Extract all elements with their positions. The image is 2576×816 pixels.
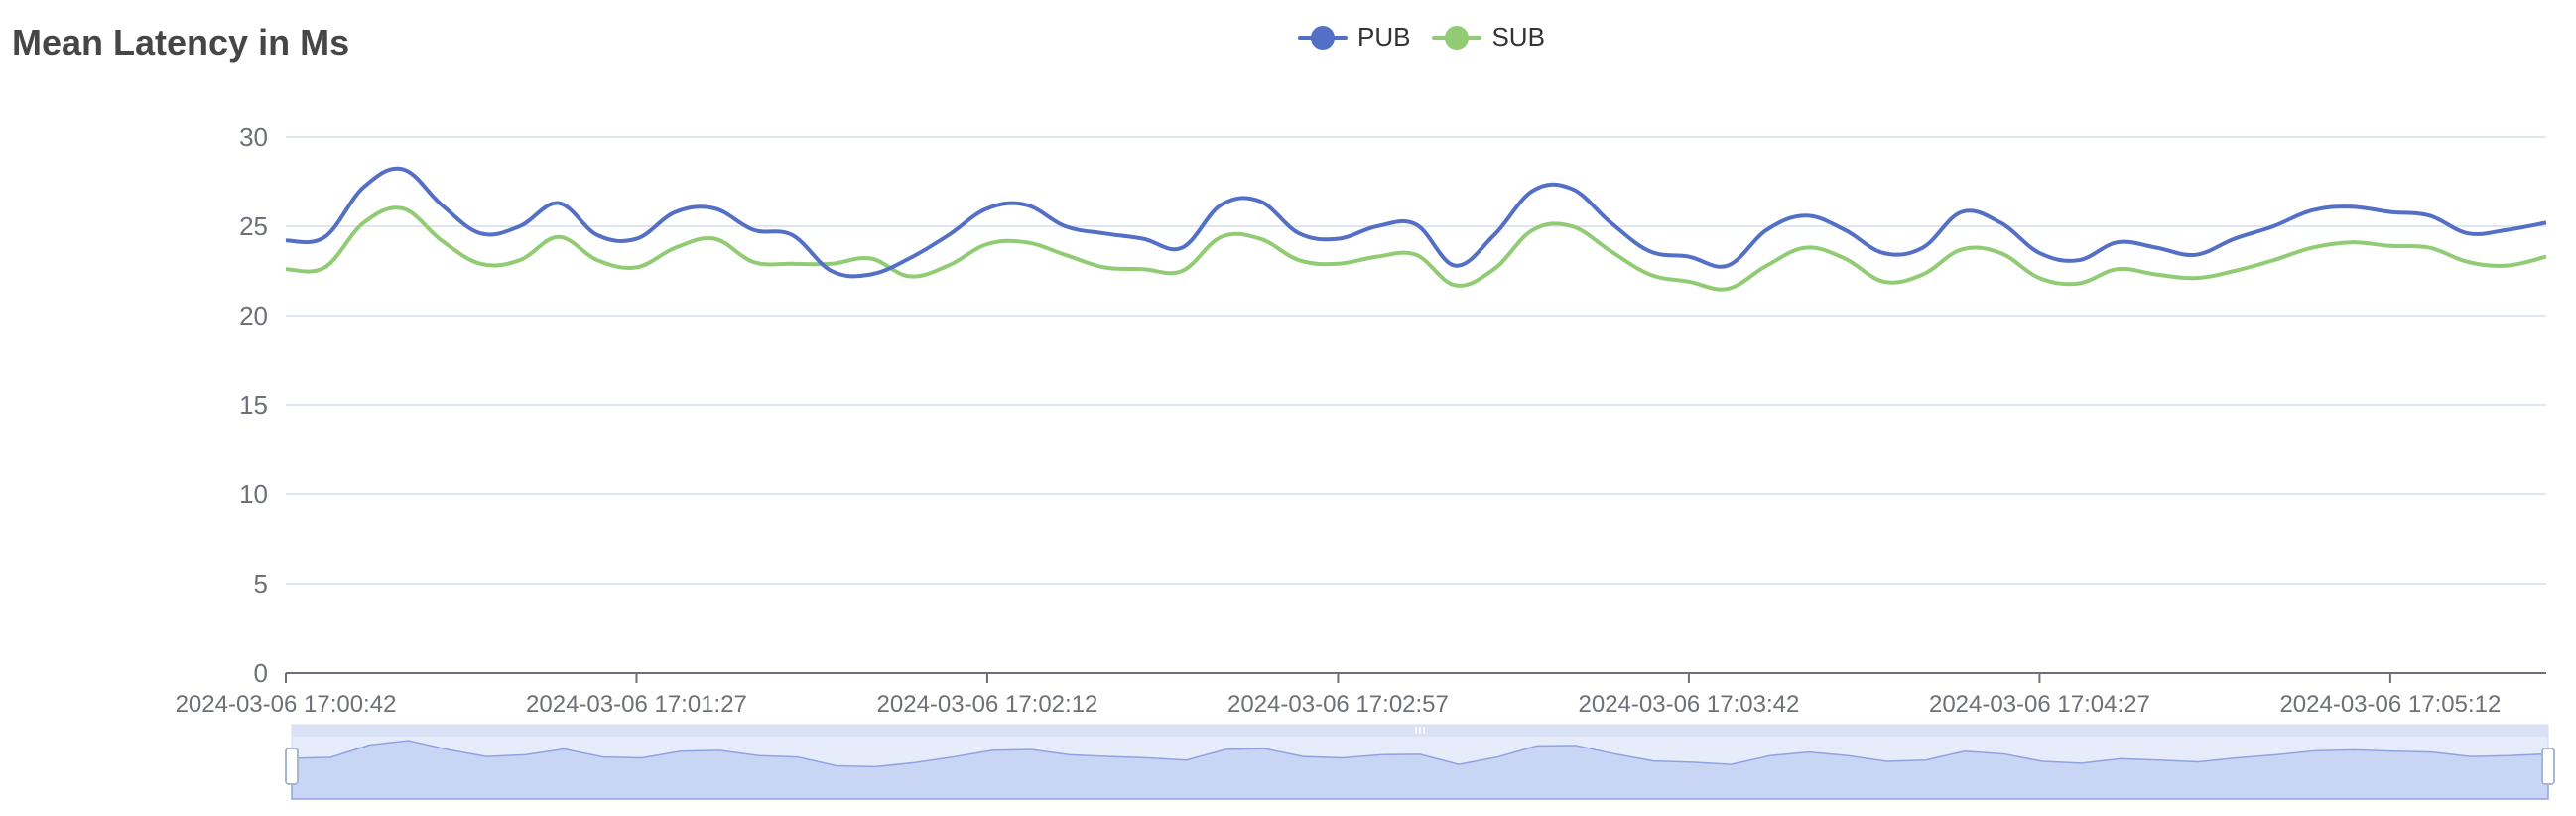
x-tick-label: 2024-03-06 17:02:57	[1227, 691, 1449, 718]
y-tick-label: 30	[239, 122, 268, 152]
legend-label-sub: SUB	[1491, 22, 1545, 52]
axes: 0 5 10 15 20 25 30 2024-03-06 17:00:42 2024-03-0…	[176, 122, 2546, 718]
grid-lines	[286, 136, 2546, 585]
legend-item-pub[interactable]: PUB	[1298, 22, 1410, 53]
series-line-pub	[285, 166, 2547, 279]
y-tick-label: 15	[239, 390, 268, 420]
chart-title: Mean Latency in Ms	[12, 22, 350, 63]
x-tick-label: 2024-03-06 17:01:27	[526, 691, 747, 718]
legend: PUB SUB	[1298, 22, 1545, 53]
series-line-sub	[285, 205, 2547, 292]
y-tick-label: 5	[254, 569, 268, 599]
y-tick-label: 10	[239, 479, 268, 509]
series-lines	[285, 166, 2547, 292]
legend-item-sub[interactable]: SUB	[1432, 22, 1545, 53]
x-tick-label: 2024-03-06 17:02:12	[877, 691, 1098, 718]
legend-marker-pub	[1298, 25, 1348, 50]
legend-marker-sub	[1432, 25, 1482, 50]
x-tick-label: 2024-03-06 17:05:12	[2279, 691, 2501, 718]
legend-label-pub: PUB	[1357, 22, 1411, 52]
zoom-handle-right[interactable]	[2541, 748, 2555, 785]
y-tick-label: 0	[254, 658, 268, 688]
x-tick-label: 2024-03-06 17:04:27	[1929, 691, 2150, 718]
y-tick-label: 20	[239, 301, 268, 331]
x-tick-label: 2024-03-06 17:03:42	[1579, 691, 1800, 718]
y-tick-label: 25	[239, 211, 268, 241]
zoom-preview-area	[291, 740, 2549, 800]
zoom-handle-left[interactable]	[285, 748, 299, 785]
x-tick-label: 2024-03-06 17:00:42	[176, 691, 397, 718]
data-zoom-slider[interactable]	[285, 724, 2555, 800]
